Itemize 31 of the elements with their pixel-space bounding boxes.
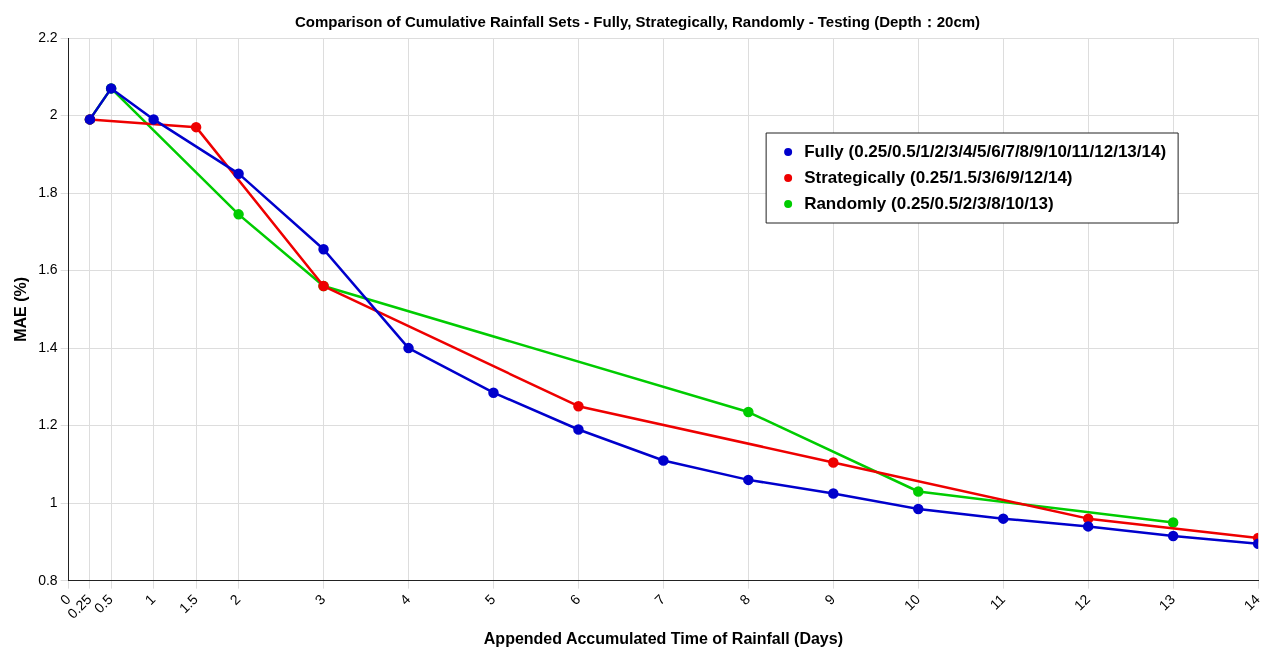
x-tick-label: 5 [481,590,499,608]
y-tick-label: 1.6 [38,261,58,278]
y-tick-label: 1.8 [38,183,58,200]
y-tick-label: 1.2 [38,416,58,433]
chart-title: Comparison of Cumulative Rainfall Sets - Fully, Strategically, Randomly - Testing (Depth：20cm) [294,13,981,31]
x-tick-label: 4 [396,590,414,608]
y-axis-title: MAE (%) [12,276,30,342]
x-tick-label: 11 [986,590,1009,613]
y-tick-label: 1.4 [38,338,58,355]
legend-label: Strategically (0.25/1.5/3/6/9/12/14) [804,167,1073,187]
y-tick-label: 0.8 [38,571,58,588]
x-tick-label: 2 [226,590,244,608]
y-tick-label: 2 [49,106,58,123]
x-tick-label: 1 [141,590,159,608]
x-tick-label: 12 [1070,590,1094,614]
legend-label: Fully (0.25/0.5/1/2/3/4/5/6/7/8/9/10/11/12/13/14) [804,141,1167,161]
x-tick-label: 13 [1155,590,1179,614]
x-tick-label: 6 [566,590,584,608]
y-tick-label: 1 [49,493,58,510]
x-tick-label: 0 [56,590,74,608]
x-tick-label: 8 [736,590,754,608]
x-tick-label: 1.5 [175,590,202,617]
x-tick-label: 3 [311,590,329,608]
x-axis-title: Appended Accumulated Time of Rainfall (Days) [483,629,843,647]
x-tick-label: 14 [1240,590,1264,614]
legend-label: Randomly (0.25/0.5/2/3/8/10/13) [804,193,1054,213]
y-tick-label: 2.2 [38,28,58,45]
x-tick-label: 0.5 [90,590,117,617]
x-tick-label: 9 [821,590,839,608]
x-tick-label: 7 [651,590,669,608]
x-tick-label: 10 [900,590,924,614]
